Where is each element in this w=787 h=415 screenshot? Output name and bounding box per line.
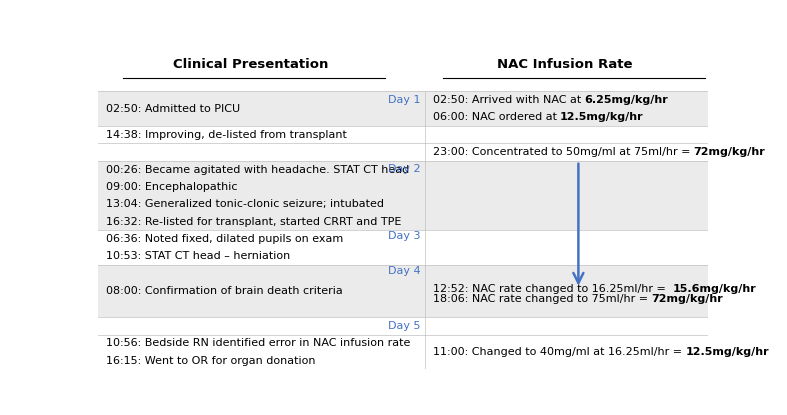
Bar [98,144,708,161]
Text: 06:36: Noted fixed, dilated pupils on exam: 06:36: Noted fixed, dilated pupils on ex… [105,234,343,244]
Bar [98,265,708,317]
Text: 00:26: Became agitated with headache. STAT CT head: 00:26: Became agitated with headache. ST… [105,164,409,175]
Text: 02:50: Arrived with NAC at: 02:50: Arrived with NAC at [433,95,585,105]
Text: 08:00: Confirmation of brain death criteria: 08:00: Confirmation of brain death crite… [105,286,342,296]
Text: 12.5mg/kg/hr: 12.5mg/kg/hr [560,112,644,122]
Bar [98,230,708,265]
Text: Day 3: Day 3 [388,231,420,241]
Text: 09:00: Encephalopathic: 09:00: Encephalopathic [105,182,237,192]
Bar [98,91,708,126]
Text: 72mg/kg/hr: 72mg/kg/hr [693,147,766,157]
Text: Day 2: Day 2 [388,164,420,174]
Text: 14:38: Improving, de-listed from transplant: 14:38: Improving, de-listed from transpl… [105,130,346,140]
Text: Day 5: Day 5 [388,321,420,331]
Text: 11:00: Changed to 40mg/ml at 16.25ml/hr =: 11:00: Changed to 40mg/ml at 16.25ml/hr … [433,347,685,357]
Text: 10:56: Bedside RN identified error in NAC infusion rate: 10:56: Bedside RN identified error in NA… [105,338,410,348]
Text: 15.6mg/kg/hr: 15.6mg/kg/hr [672,283,756,293]
Bar [98,126,708,144]
Text: Clinical Presentation: Clinical Presentation [173,58,328,71]
Text: 16:32: Re-listed for transplant, started CRRT and TPE: 16:32: Re-listed for transplant, started… [105,217,401,227]
Text: 12.5mg/kg/hr: 12.5mg/kg/hr [685,347,769,357]
Text: 12:52: NAC rate changed to 16.25ml/hr =: 12:52: NAC rate changed to 16.25ml/hr = [433,283,672,293]
Bar [98,161,708,230]
Bar [98,317,708,334]
Text: 06:00: NAC ordered at: 06:00: NAC ordered at [433,112,560,122]
Text: 10:53: STAT CT head – herniation: 10:53: STAT CT head – herniation [105,251,290,261]
Bar [98,334,708,369]
Text: 23:00: Concentrated to 50mg/ml at 75ml/hr =: 23:00: Concentrated to 50mg/ml at 75ml/h… [433,147,693,157]
Text: 18:06: NAC rate changed to 75ml/hr =: 18:06: NAC rate changed to 75ml/hr = [433,294,651,304]
Text: 02:50: Admitted to PICU: 02:50: Admitted to PICU [105,104,240,114]
Text: 16:15: Went to OR for organ donation: 16:15: Went to OR for organ donation [105,356,316,366]
Text: 72mg/kg/hr: 72mg/kg/hr [651,294,723,304]
Text: 6.25mg/kg/hr: 6.25mg/kg/hr [585,95,668,105]
Text: Day 4: Day 4 [388,266,420,276]
Text: NAC Infusion Rate: NAC Infusion Rate [497,58,633,71]
Text: Day 1: Day 1 [388,95,420,105]
Text: 13:04: Generalized tonic-clonic seizure; intubated: 13:04: Generalized tonic-clonic seizure;… [105,199,384,209]
